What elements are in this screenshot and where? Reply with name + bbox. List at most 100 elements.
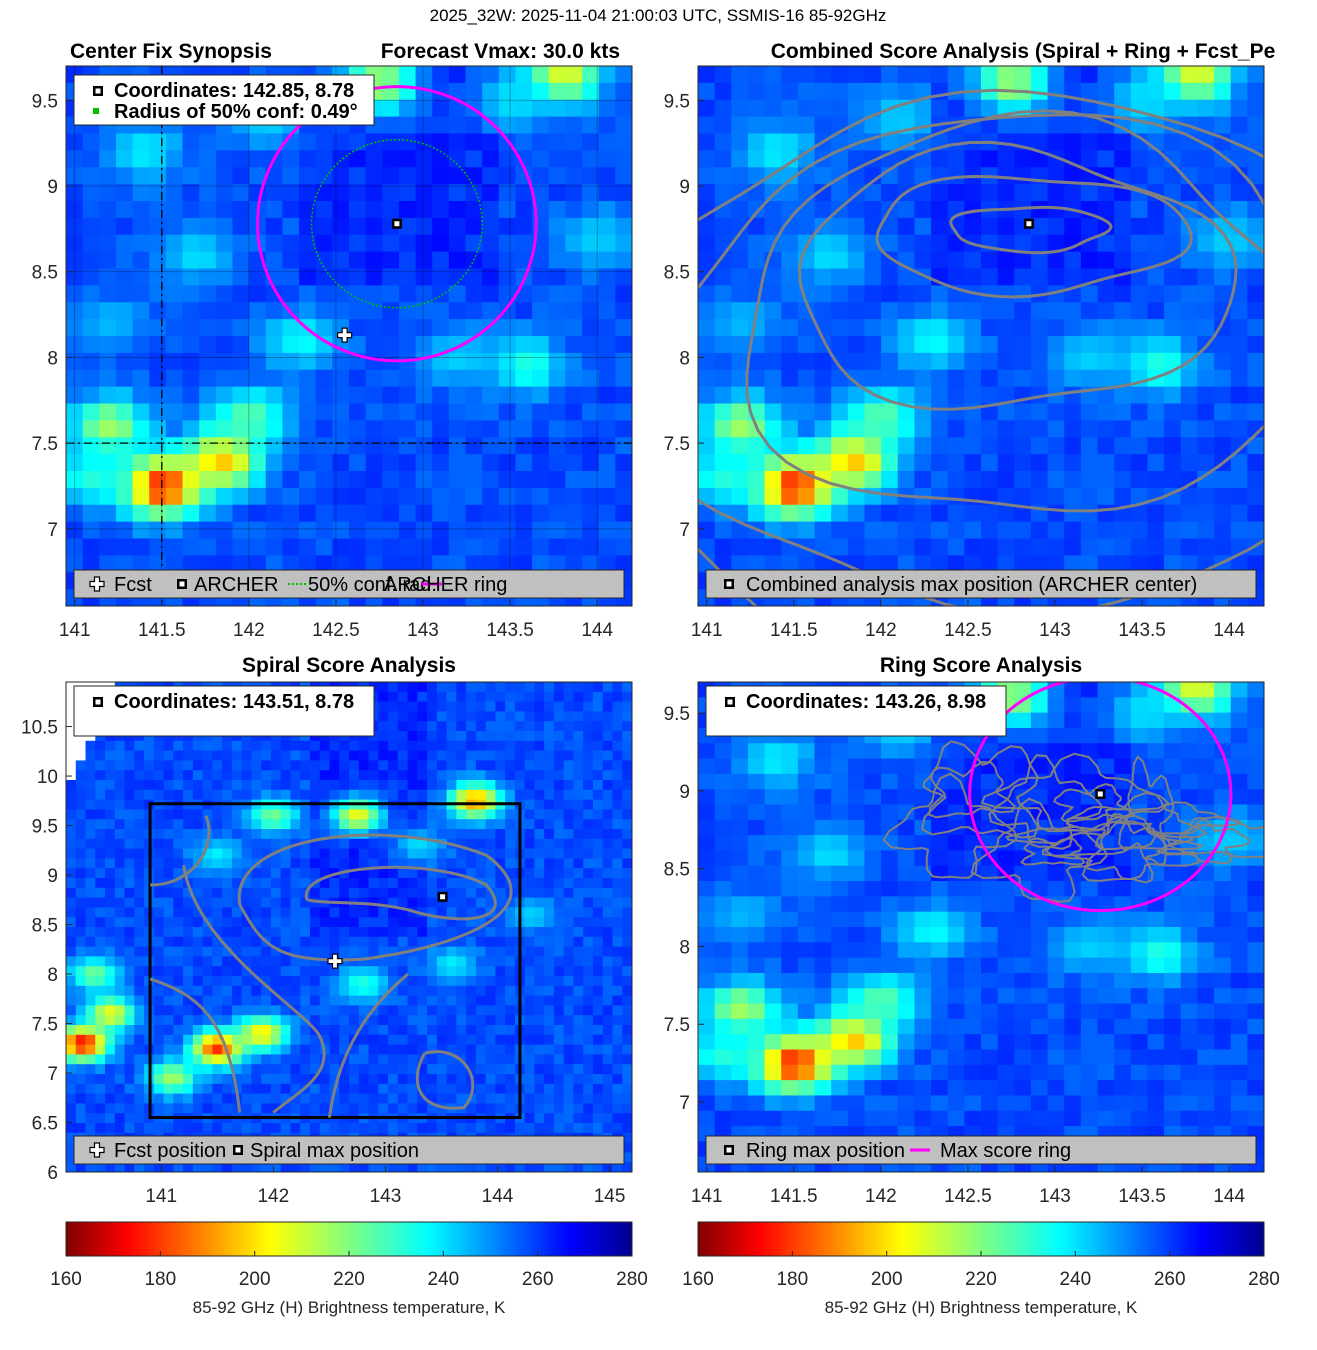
tb-cell: [532, 319, 550, 337]
tb-cell: [378, 1005, 389, 1016]
tb-cell: [714, 285, 732, 303]
tb-cell: [524, 731, 536, 742]
tb-cell: [1247, 217, 1264, 236]
tb-cell: [563, 731, 575, 742]
tb-cell: [797, 201, 816, 219]
tb-cell: [466, 956, 477, 967]
tb-cell: [436, 1093, 448, 1104]
tb-cell: [548, 555, 567, 573]
tb-cell: [448, 150, 467, 168]
tb-cell: [368, 1074, 379, 1085]
tb-cell: [417, 917, 428, 928]
tb-cell: [300, 1074, 311, 1085]
tb-cell: [446, 780, 457, 791]
tb-cell: [1130, 403, 1149, 421]
tb-cell: [1164, 471, 1182, 489]
tb-cell: [505, 1074, 516, 1085]
tb-cell: [173, 789, 184, 801]
tb-cell: [241, 1015, 253, 1026]
tb-cell: [731, 150, 749, 168]
tb-cell: [997, 555, 1015, 573]
tb-cell: [964, 521, 982, 540]
tb-cell: [85, 858, 96, 869]
tb-cell: [534, 946, 545, 957]
tb-cell: [332, 538, 350, 556]
tb-cell: [583, 1034, 594, 1046]
tb-cell: [222, 760, 233, 771]
tb-cell: [1014, 285, 1032, 303]
tb-cell: [241, 927, 253, 938]
tb-cell: [105, 770, 116, 781]
tb-cell: [349, 454, 367, 472]
tb-cell: [85, 848, 96, 859]
tb-cell: [251, 1034, 262, 1046]
tb-cell: [1147, 504, 1165, 523]
tb-cell: [534, 878, 545, 889]
tb-cell: [365, 538, 383, 556]
tb-cell: [339, 1015, 350, 1026]
tb-cell: [114, 799, 126, 810]
tb-cell: [583, 956, 594, 967]
tb-cell: [456, 917, 467, 928]
tb-cell: [446, 1162, 457, 1172]
tb-cell: [183, 740, 194, 752]
tb-cell: [132, 369, 150, 388]
tb-cell: [251, 1054, 262, 1065]
tb-cell: [1214, 437, 1232, 455]
tb-cell: [764, 150, 782, 168]
tb-cell: [232, 420, 250, 438]
tb-cell: [881, 352, 899, 371]
tb-cell: [85, 907, 96, 918]
tb-cell: [427, 887, 438, 899]
tb-cell: [66, 976, 77, 987]
tb-cell: [563, 1005, 575, 1016]
tb-cell: [583, 819, 594, 830]
tb-cell: [505, 897, 516, 908]
tb-cell: [251, 829, 262, 840]
tb-cell: [498, 369, 517, 388]
tb-cell: [563, 1123, 575, 1134]
tb-cell: [339, 780, 350, 791]
tb-cell: [349, 1083, 360, 1095]
tb-cell: [981, 369, 999, 388]
tb-cell: [212, 985, 223, 997]
tb-cell: [981, 150, 999, 168]
tb-cell: [329, 809, 340, 820]
tb-cell: [947, 251, 965, 270]
tb-cell: [251, 1044, 262, 1055]
tb-cell: [75, 868, 87, 879]
tb-cell: [124, 819, 135, 830]
tb-cell: [1164, 352, 1182, 371]
tb-cell: [466, 897, 477, 908]
tb-cell: [215, 201, 234, 219]
tb-cell: [99, 437, 117, 455]
tb-cell: [505, 917, 516, 928]
tb-cell: [495, 1162, 506, 1172]
tb-cell: [368, 995, 379, 1006]
tb-cell: [114, 1064, 126, 1075]
tb-cell: [66, 809, 77, 820]
tb-cell: [417, 1015, 428, 1026]
tb-cell: [105, 1044, 116, 1055]
tb-cell: [202, 1025, 213, 1036]
tb-cell: [261, 995, 272, 1006]
tb-cell: [747, 487, 766, 506]
tb-cell: [981, 538, 999, 556]
tb-cell: [553, 829, 565, 840]
tb-cell: [1247, 167, 1264, 185]
tb-cell: [261, 956, 272, 967]
tb-cell: [378, 1044, 389, 1055]
tb-cell: [124, 907, 135, 918]
tb-cell: [592, 789, 604, 801]
tb-cell: [544, 750, 555, 761]
tb-cell: [183, 838, 194, 850]
tb-cell: [582, 420, 600, 438]
tb-cell: [1097, 150, 1115, 168]
tb-cell: [548, 234, 567, 253]
tb-cell: [485, 1044, 496, 1055]
tb-cell: [75, 936, 87, 948]
tb-cell: [524, 1025, 536, 1036]
tb-cell: [448, 99, 467, 118]
tb-cell: [456, 1083, 467, 1095]
tb-cell: [251, 897, 262, 908]
